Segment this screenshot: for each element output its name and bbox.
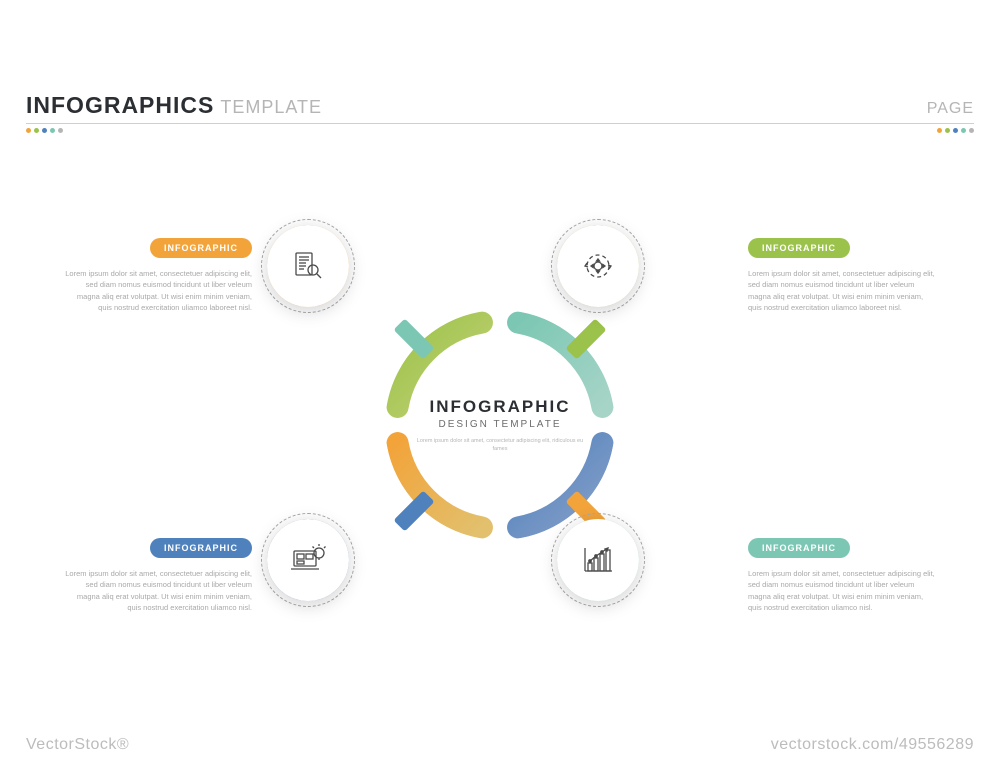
node-br xyxy=(551,513,645,607)
node-icon-circle xyxy=(267,519,349,601)
laptop-bulb-icon xyxy=(287,539,329,581)
center-heading: INFOGRAPHIC xyxy=(410,397,590,417)
header-rule xyxy=(26,123,974,124)
accent-dot xyxy=(961,128,966,133)
accent-dots-left xyxy=(26,128,63,133)
node-icon-circle xyxy=(557,225,639,307)
title-sub: TEMPLATE xyxy=(220,97,322,118)
text-block-br: INFOGRAPHIC Lorem ipsum dolor sit amet, … xyxy=(748,538,938,613)
center-lorem: Lorem ipsum dolor sit amet, consectetur … xyxy=(410,438,590,453)
text-block-tr: INFOGRAPHIC Lorem ipsum dolor sit amet, … xyxy=(748,238,938,313)
lorem-text: Lorem ipsum dolor sit amet, consectetuer… xyxy=(748,268,938,313)
lorem-text: Lorem ipsum dolor sit amet, consectetuer… xyxy=(62,568,252,613)
stage: INFOGRAPHIC DESIGN TEMPLATE Lorem ipsum … xyxy=(0,140,1000,710)
text-block-bl: INFOGRAPHIC Lorem ipsum dolor sit amet, … xyxy=(62,538,252,613)
lorem-text: Lorem ipsum dolor sit amet, consectetuer… xyxy=(62,268,252,313)
accent-dot xyxy=(953,128,958,133)
accent-dot xyxy=(42,128,47,133)
accent-dot xyxy=(969,128,974,133)
header-left: INFOGRAPHICS TEMPLATE xyxy=(26,92,322,119)
pill-label: INFOGRAPHIC xyxy=(748,238,850,258)
node-tr xyxy=(551,219,645,313)
header: INFOGRAPHICS TEMPLATE PAGE xyxy=(0,0,1000,119)
pill-label: INFOGRAPHIC xyxy=(748,538,850,558)
accent-dot xyxy=(34,128,39,133)
accent-dot xyxy=(50,128,55,133)
doc-magnify-icon xyxy=(288,246,328,286)
center-block: INFOGRAPHIC DESIGN TEMPLATE Lorem ipsum … xyxy=(410,397,590,453)
node-bl xyxy=(261,513,355,607)
center-sub: DESIGN TEMPLATE xyxy=(410,419,590,430)
node-icon-circle xyxy=(267,225,349,307)
accent-dot xyxy=(937,128,942,133)
accent-dots-right xyxy=(937,128,974,133)
pill-label: INFOGRAPHIC xyxy=(150,538,252,558)
text-block-tl: INFOGRAPHIC Lorem ipsum dolor sit amet, … xyxy=(62,238,252,313)
lorem-text: Lorem ipsum dolor sit amet, consectetuer… xyxy=(748,568,938,613)
accent-dot xyxy=(26,128,31,133)
node-tl xyxy=(261,219,355,313)
bar-chart-icon xyxy=(578,540,618,580)
title-main: INFOGRAPHICS xyxy=(26,92,214,119)
pill-label: INFOGRAPHIC xyxy=(150,238,252,258)
node-icon-circle xyxy=(557,519,639,601)
watermark-left: VectorStock® xyxy=(26,736,129,754)
watermark-right: vectorstock.com/49556289 xyxy=(771,736,974,754)
accent-dot xyxy=(945,128,950,133)
page-label: PAGE xyxy=(927,100,974,118)
gear-cycle-icon xyxy=(578,246,618,286)
accent-dot xyxy=(58,128,63,133)
